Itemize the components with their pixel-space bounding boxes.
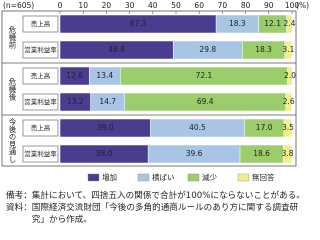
bar-segment	[287, 66, 293, 86]
value-label: 13.2	[67, 97, 84, 106]
value-label: 39.6	[186, 149, 203, 158]
row-label: 営業利益率	[24, 149, 57, 158]
row-label: 営業利益率	[24, 97, 57, 106]
note-text: 国際経済交流財団「今後の多角的通商ルールのあり方に関する調査研究」から作成。	[31, 203, 299, 225]
axis-unit: (%)	[296, 1, 309, 10]
row-label: 営業利益率	[24, 45, 57, 54]
x-tick-label: 50	[171, 1, 181, 10]
legend-label: 増加	[102, 172, 117, 182]
row-label-box	[22, 41, 59, 59]
value-label: 18.6	[253, 149, 270, 158]
note-text: 集計において、四捨五入の関係で合計が100%にならないことがある。	[31, 191, 305, 201]
notes: 備考： 集計において、四捨五入の関係で合計が100%にならないことがある。 資料：…	[0, 190, 312, 226]
value-label: 2.0	[284, 71, 296, 80]
legend-label: 無回答	[252, 172, 275, 182]
x-tick-label: 40	[148, 1, 158, 10]
sample-note: (n=605)	[3, 1, 34, 10]
bar-segment	[283, 118, 293, 138]
row-label: 売上高	[31, 123, 51, 132]
row-label: 売上高	[31, 19, 51, 28]
value-label: 3.8	[282, 149, 294, 158]
group-label: 危機後	[8, 76, 17, 100]
legend-swatch	[237, 173, 250, 182]
value-label: 67.3	[130, 19, 147, 28]
value-label: 3.5	[282, 123, 294, 132]
legend-swatch	[137, 173, 150, 182]
note-label: 備考：	[6, 191, 32, 201]
plot-frame	[1, 10, 297, 167]
x-tick-label: 20	[102, 1, 112, 10]
value-label: 17.0	[256, 123, 273, 132]
x-tick-label: 60	[194, 1, 204, 10]
chart: (n=605) (%) 0 10 20 30 40 50 60 70 80 90 100 危機前危機後…	[1, 1, 309, 182]
group-label: 今後の見通し	[8, 117, 17, 164]
bar-segment	[285, 92, 293, 112]
value-label: 18.3	[255, 45, 272, 54]
legend-label: 減少	[202, 172, 217, 182]
page: {"chart_data": {"type": "stacked-barh", …	[0, 1, 312, 226]
value-label: 48.8	[108, 45, 125, 54]
value-label: 72.1	[196, 71, 213, 80]
value-label: 12.6	[66, 71, 83, 80]
x-tick-label: 10	[78, 1, 88, 10]
note: 資料： 国際経済交流財団「今後の多角的通商ルールのあり方に関する調査研究」から作成…	[6, 202, 308, 226]
value-label: 2.6	[283, 97, 295, 106]
value-label: 2.4	[283, 19, 295, 28]
x-tick-label: 80	[241, 1, 251, 10]
row-label-box	[22, 67, 59, 85]
row-label-box	[22, 145, 59, 163]
value-label: 38.0	[96, 149, 113, 158]
x-tick-label: 30	[125, 1, 135, 10]
value-label: 29.8	[199, 45, 216, 54]
bar-segment	[286, 14, 293, 34]
x-tick-label: 70	[218, 1, 228, 10]
value-label: 13.4	[96, 71, 113, 80]
value-label: 12.1	[264, 19, 281, 28]
legend-swatch	[87, 173, 100, 182]
value-label: 18.3	[229, 19, 246, 28]
row-label: 売上高	[31, 71, 51, 80]
value-label: 40.5	[189, 123, 206, 132]
row-label-box	[22, 119, 59, 137]
bar-segment	[284, 40, 293, 60]
note: 備考： 集計において、四捨五入の関係で合計が100%にならないことがある。	[6, 190, 308, 202]
bar-segment	[282, 144, 293, 164]
row-label-box	[22, 15, 59, 33]
group-label: 危機前	[8, 24, 17, 49]
value-label: 14.7	[99, 97, 116, 106]
value-label: 69.4	[197, 97, 214, 106]
value-label: 39.0	[97, 123, 114, 132]
x-tick-label: 0	[58, 1, 63, 10]
legend-swatch	[187, 173, 200, 182]
x-tick-label: 100	[285, 1, 300, 10]
legend-label: 横ばい	[152, 172, 175, 182]
value-label: 3.1	[282, 45, 294, 54]
row-label-box	[22, 93, 59, 111]
note-label: 資料：	[6, 203, 32, 213]
x-tick-label: 90	[264, 1, 274, 10]
